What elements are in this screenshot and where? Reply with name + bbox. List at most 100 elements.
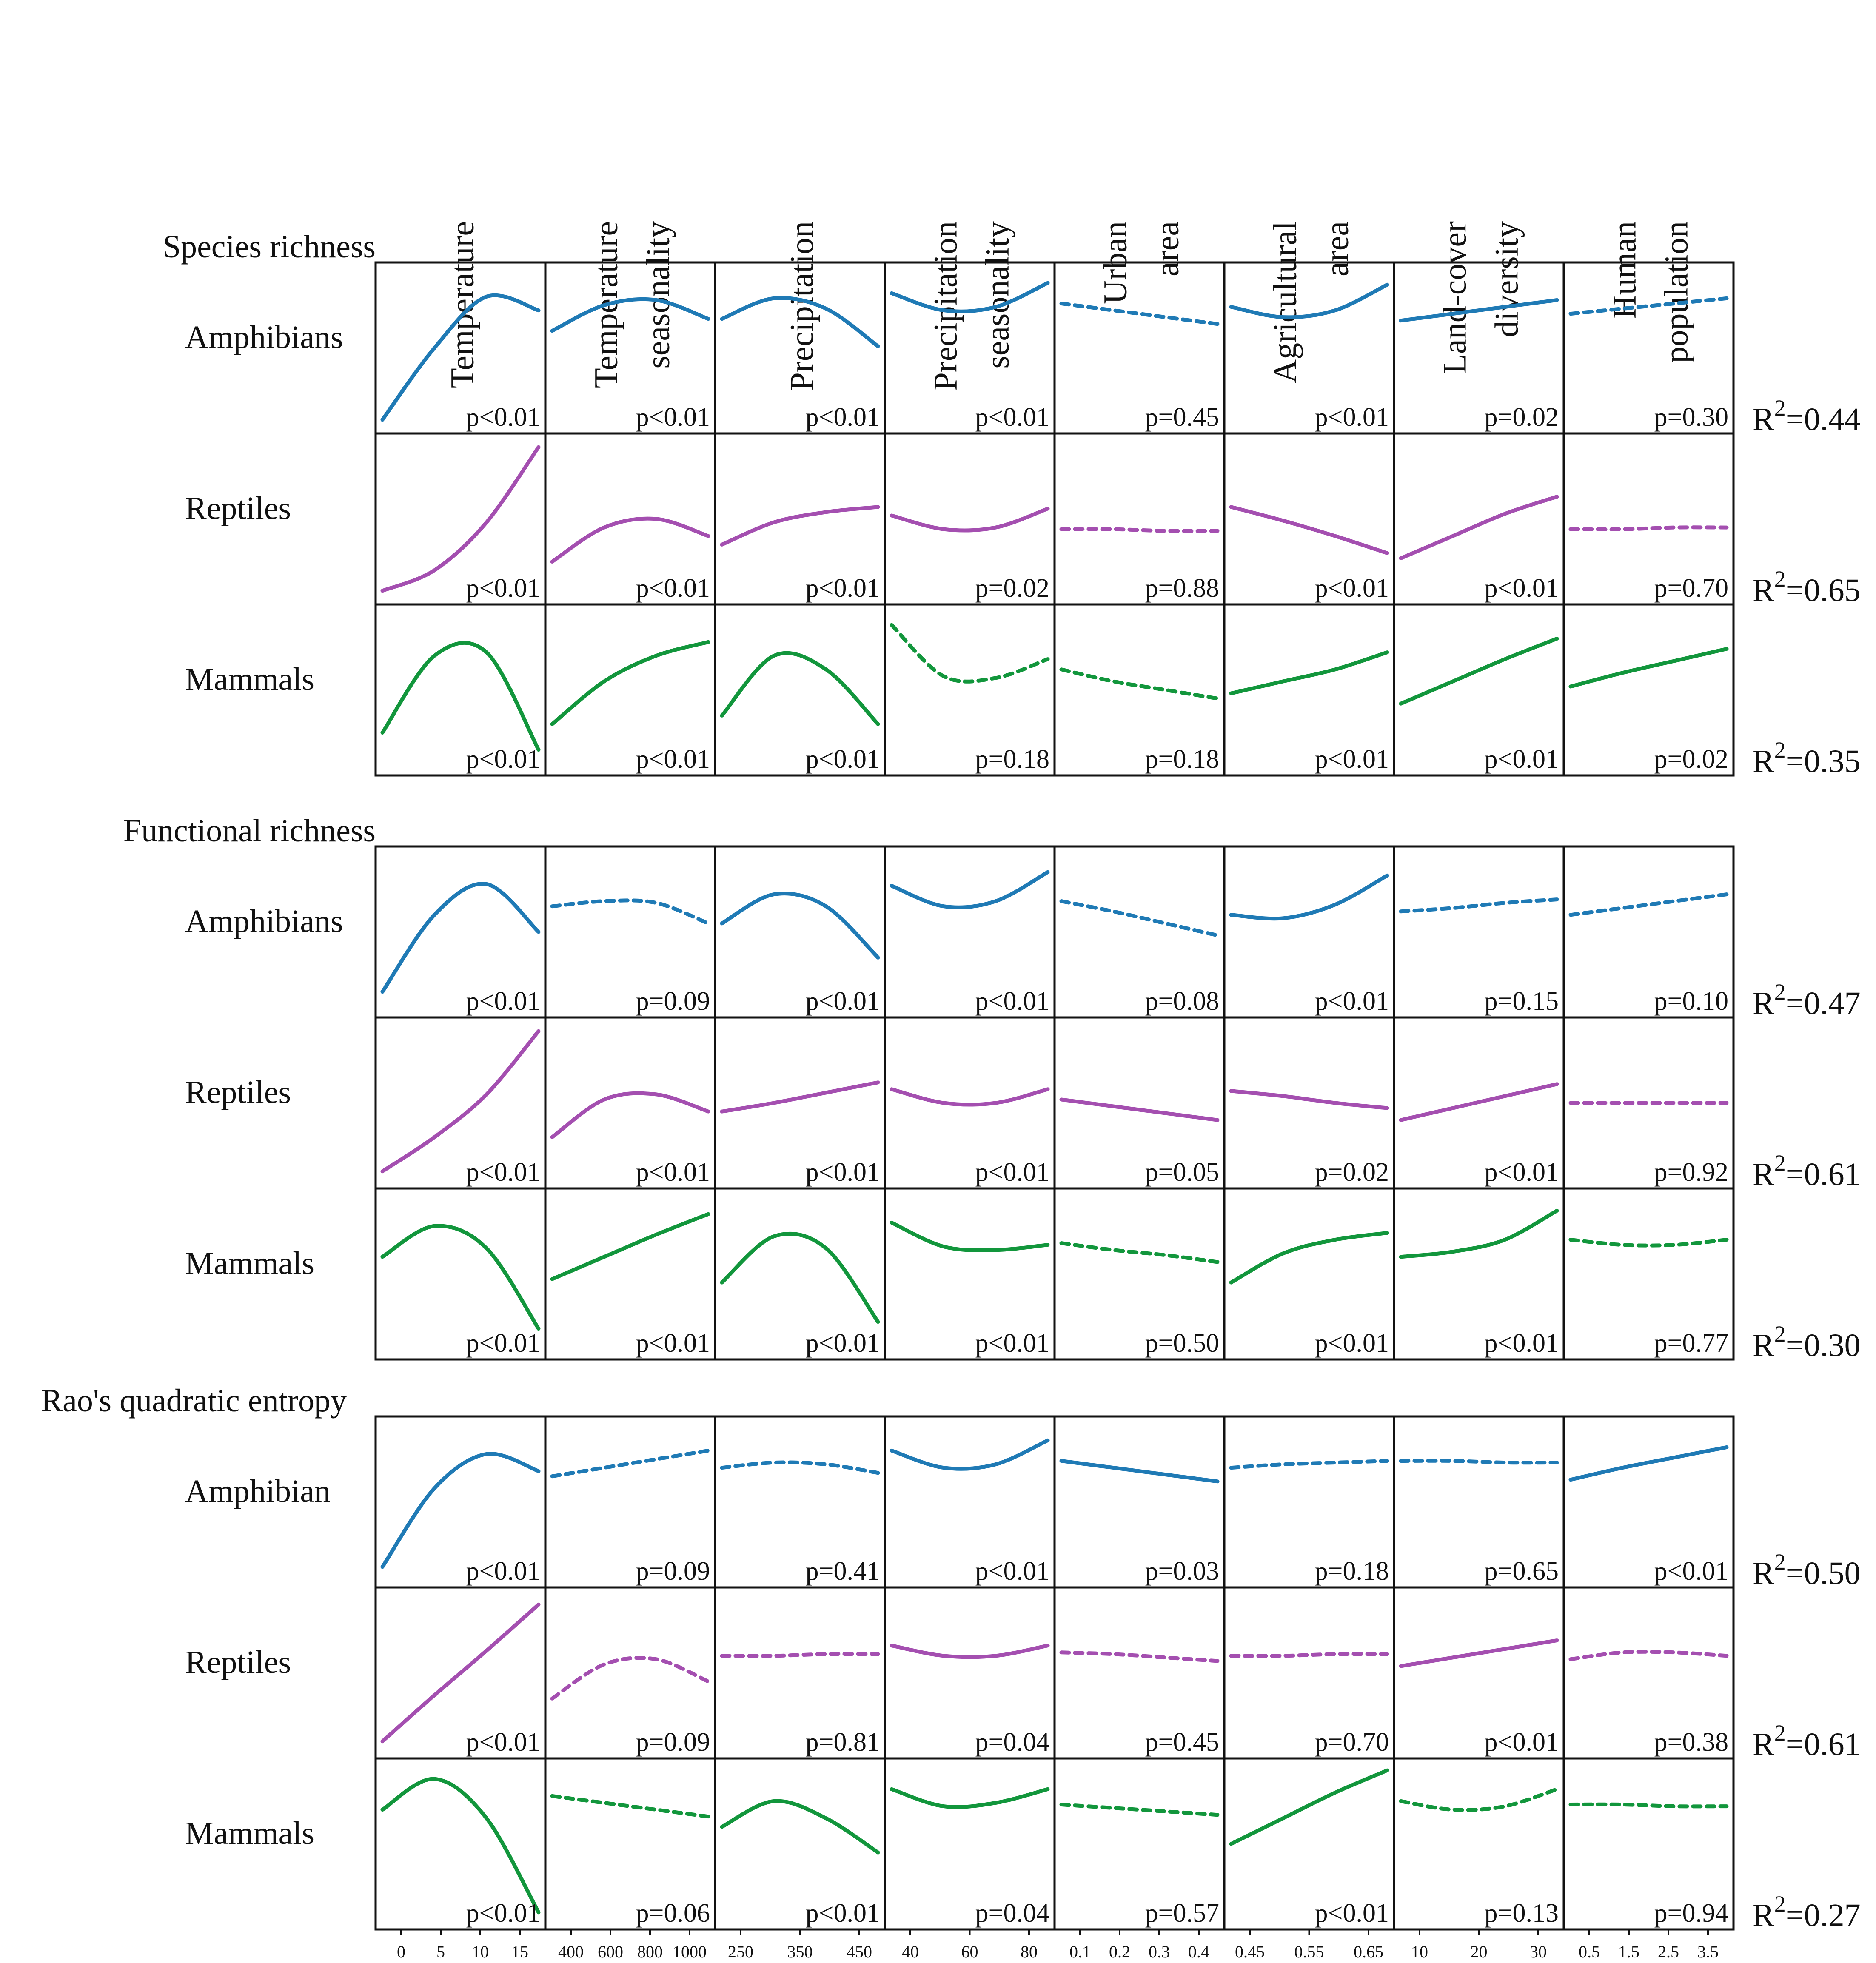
x-tick-label: 0.3: [1149, 1942, 1170, 1961]
p-value-label: p=0.30: [1654, 403, 1728, 432]
p-value-label: p=0.70: [1654, 574, 1728, 603]
p-value-label: p=0.50: [1145, 1329, 1219, 1358]
panel-reptiles-precipitation-seasonality: p<0.01: [884, 1016, 1056, 1190]
p-value-label: p<0.01: [466, 574, 540, 603]
panel-amphibians-agricultural-area: p<0.01: [1223, 845, 1395, 1019]
panel-mammals-temperature: p<0.01: [374, 603, 547, 777]
response-curve: [380, 1452, 541, 1569]
response-curve: [720, 1799, 880, 1855]
p-value-label: p<0.01: [636, 403, 710, 432]
r2-label: R2=0.35: [1753, 737, 1861, 779]
panel-mammals-temperature-seasonality: p<0.01: [544, 1187, 716, 1361]
response-curve: [380, 882, 541, 994]
response-curve: [1568, 1238, 1729, 1248]
panel-mammals-temperature-seasonality: p<0.01: [544, 603, 716, 777]
x-tick-label: 0.2: [1109, 1942, 1130, 1961]
x-tick-label: 1.5: [1618, 1942, 1639, 1961]
panel-mammals-agricultural-area: p<0.01: [1223, 1187, 1395, 1361]
response-curve: [890, 1087, 1050, 1107]
row-label: Reptiles: [185, 490, 291, 526]
response-curve: [1399, 1082, 1559, 1122]
response-curve: [890, 1644, 1050, 1659]
panel-amphibians-urban-area: p=0.45: [1053, 261, 1226, 435]
x-tick-label: 10: [1411, 1942, 1428, 1961]
response-curve: [1059, 1097, 1220, 1122]
response-curve: [1399, 298, 1559, 323]
panel-reptiles-precipitation: p<0.01: [714, 1016, 886, 1190]
panel-reptiles-urban-area: p=0.88: [1053, 432, 1226, 606]
p-value-label: p=0.02: [1654, 745, 1728, 774]
response-curve: [1059, 302, 1220, 326]
panel-reptiles-temperature-seasonality: p<0.01: [544, 1016, 716, 1190]
p-value-label: p<0.01: [466, 1728, 540, 1757]
response-curve: [1399, 897, 1559, 914]
x-tick-label: 30: [1530, 1942, 1547, 1961]
p-value-label: p<0.01: [636, 1329, 710, 1358]
panel-amphibians-precipitation-seasonality: p<0.01: [884, 845, 1056, 1019]
p-value-label: p=0.38: [1654, 1728, 1728, 1757]
panel-amphibian-land-cover-diversity: p=0.65: [1393, 1415, 1565, 1589]
x-tick-label: 350: [787, 1942, 813, 1961]
p-value-label: p=0.94: [1654, 1899, 1728, 1928]
header-agricultural-area-line: Agricultural: [1266, 221, 1303, 383]
x-tick-label: 0.4: [1188, 1942, 1209, 1961]
panel-reptiles-temperature-seasonality: p<0.01: [544, 432, 716, 606]
panel-amphibians-precipitation-seasonality: p<0.01: [884, 261, 1056, 435]
r2-label: R2=0.47: [1753, 979, 1861, 1021]
panel-frame: [1562, 603, 1735, 777]
p-value-label: p<0.01: [1485, 1158, 1559, 1187]
panel-reptiles-human-population: p=0.38: [1562, 1586, 1735, 1760]
response-curve: [550, 297, 710, 333]
row-label: Amphibians: [185, 903, 343, 939]
response-curve: [550, 1091, 710, 1139]
p-value-label: p=0.81: [806, 1728, 880, 1757]
panel-mammals-land-cover-diversity: p=0.13: [1393, 1757, 1565, 1931]
panel-amphibian-temperature: p<0.01: [374, 1415, 547, 1589]
row-mammals: Mammals R2=0.35 p<0.01 p<0.01 p<0.01 p=0.18 p=…: [185, 603, 1861, 779]
panel-reptiles-human-population: p=0.70: [1562, 432, 1735, 606]
response-curve: [1059, 1459, 1220, 1484]
p-value-label: p<0.01: [806, 1158, 880, 1187]
r2-label: R2=0.61: [1753, 1720, 1861, 1762]
header-land-cover-diversity-line: Land-cover: [1436, 221, 1473, 374]
group-label: Functional richness: [123, 813, 376, 849]
p-value-label: p<0.01: [806, 987, 880, 1016]
x-tick-label: 800: [637, 1942, 663, 1961]
header-human-population: Human population: [1606, 221, 1695, 363]
p-value-label: p<0.01: [466, 1899, 540, 1928]
header-precipitation-seasonality: Precipitation seasonality: [927, 221, 1016, 391]
r2-label: R2=0.61: [1753, 1150, 1861, 1192]
x-tick-label: 0.45: [1235, 1942, 1265, 1961]
row-amphibians: Amphibians R2=0.44 p<0.01 p<0.01 p<0.01 p<0.0…: [185, 261, 1861, 437]
panel-groups: Species richness Amphibians R2=0.44 p<0.01 p…: [41, 229, 1860, 1933]
p-value-label: p=0.18: [1145, 745, 1219, 774]
p-value-label: p=0.41: [806, 1557, 880, 1586]
p-value-label: p<0.01: [1485, 1728, 1559, 1757]
p-value-label: p=0.04: [975, 1728, 1049, 1757]
x-tick-label: 3.5: [1697, 1942, 1719, 1961]
row-label: Mammals: [185, 1815, 314, 1851]
p-value-label: p=0.92: [1654, 1158, 1728, 1187]
panel-mammals-precipitation-seasonality: p<0.01: [884, 1187, 1056, 1361]
response-curve: [380, 1777, 541, 1915]
header-precipitation-line: Precipitation: [783, 221, 820, 391]
panel-amphibians-human-population: p=0.10: [1562, 845, 1735, 1019]
group-rao-s-quadratic-entropy: Rao's quadratic entropy Amphibian R2=0.50 p…: [41, 1383, 1860, 1933]
panel-reptiles-urban-area: p=0.45: [1053, 1586, 1226, 1760]
panel-mammals-urban-area: p=0.18: [1053, 603, 1226, 777]
header-human-population-line: Human: [1606, 221, 1643, 319]
row-label: Amphibian: [185, 1473, 331, 1509]
row-label: Reptiles: [185, 1074, 291, 1110]
p-value-label: p<0.01: [1485, 745, 1559, 774]
panel-mammals-human-population: p=0.02: [1562, 603, 1735, 777]
p-value-label: p<0.01: [1485, 1329, 1559, 1358]
panel-mammals-temperature-seasonality: p=0.06: [544, 1757, 716, 1931]
group-label: Rao's quadratic entropy: [41, 1383, 347, 1419]
panel-reptiles-agricultural-area: p<0.01: [1223, 432, 1395, 606]
response-curve: [1229, 1089, 1389, 1110]
p-value-label: p<0.01: [1654, 1557, 1728, 1586]
row-amphibian: Amphibian R2=0.50 p<0.01 p=0.09 p=0.41 p<0.01…: [185, 1415, 1861, 1591]
panel-mammals-precipitation: p<0.01: [714, 603, 886, 777]
panel-amphibian-human-population: p<0.01: [1562, 1415, 1735, 1589]
group-functional-richness: Functional richness Amphibians R2=0.47 p<0.…: [123, 813, 1861, 1363]
